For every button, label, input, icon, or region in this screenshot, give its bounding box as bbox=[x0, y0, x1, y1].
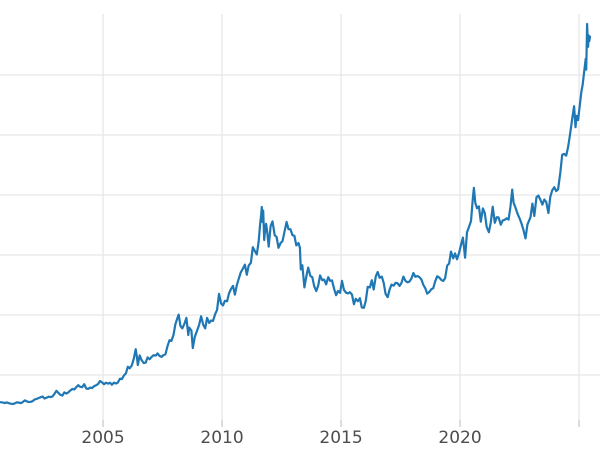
x-axis-ticks bbox=[102, 420, 580, 427]
vertical-gridlines bbox=[102, 14, 580, 420]
x-tick-label: 2010 bbox=[200, 428, 243, 448]
horizontal-gridlines bbox=[0, 74, 600, 376]
x-axis-labels: 2005 2010 2015 2020 bbox=[81, 428, 481, 448]
price-series bbox=[0, 22, 592, 406]
x-tick-label: 2015 bbox=[319, 428, 362, 448]
x-tick-label: 2020 bbox=[438, 428, 481, 448]
x-tick-label: 2005 bbox=[81, 428, 124, 448]
price-line bbox=[0, 22, 592, 406]
